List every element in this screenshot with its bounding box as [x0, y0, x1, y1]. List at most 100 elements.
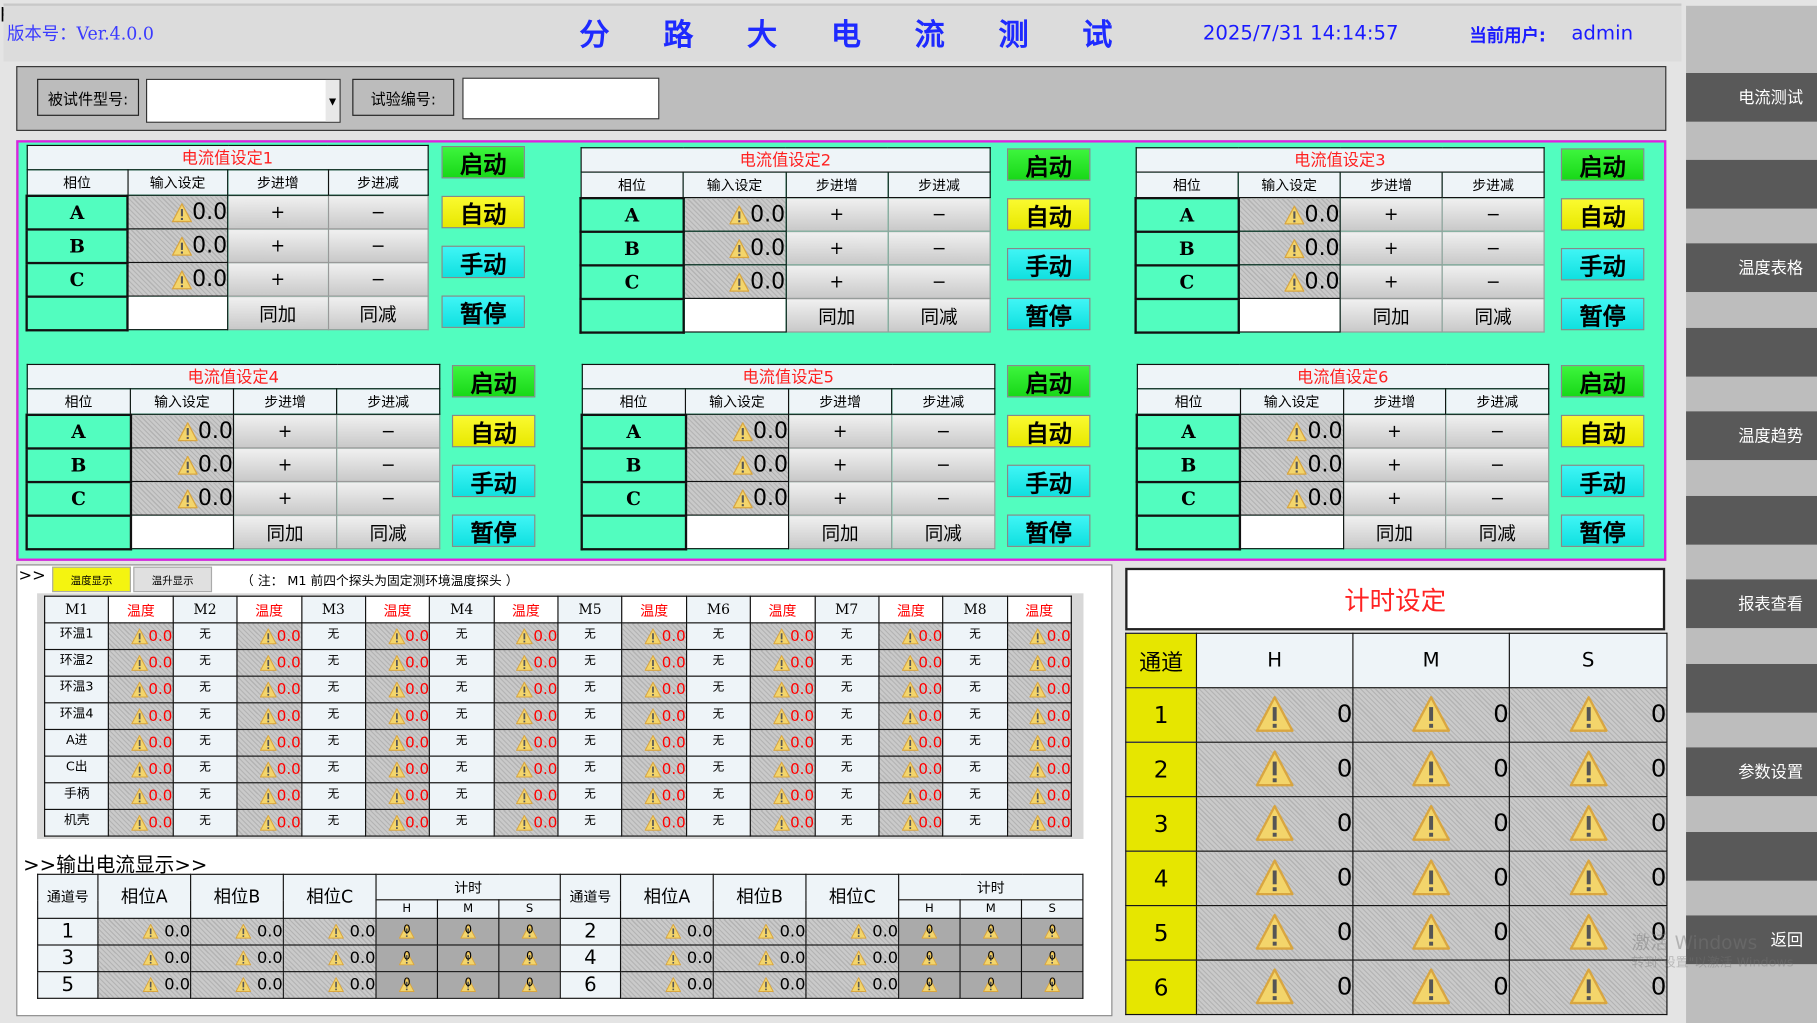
- timer-m-input[interactable]: 0: [1352, 796, 1510, 852]
- step-decrease-button[interactable]: −: [1441, 264, 1545, 299]
- step-decrease-button[interactable]: −: [1441, 230, 1545, 266]
- same-sub-button[interactable]: 同减: [1441, 297, 1545, 333]
- current-input[interactable]: 0.0: [126, 194, 229, 230]
- current-input[interactable]: 0.0: [126, 261, 229, 297]
- timer-s-input[interactable]: 0: [1508, 687, 1668, 743]
- current-input[interactable]: 0.0: [129, 480, 235, 516]
- current-input[interactable]: 0.0: [129, 447, 235, 483]
- sidebar-item-2[interactable]: 温度趋势: [1686, 411, 1817, 461]
- step-decrease-button[interactable]: −: [336, 447, 441, 483]
- current-input[interactable]: 0.0: [684, 480, 790, 516]
- extra-input[interactable]: [129, 514, 235, 550]
- current-input[interactable]: 0.0: [126, 228, 229, 264]
- tab-temperature[interactable]: 温度显示: [52, 566, 131, 593]
- step-increase-button[interactable]: +: [785, 230, 889, 266]
- model-select[interactable]: ▼: [146, 78, 341, 123]
- sidebar-blank-button[interactable]: [1686, 663, 1817, 713]
- same-sub-button[interactable]: 同减: [1445, 514, 1550, 550]
- step-increase-button[interactable]: +: [787, 413, 893, 449]
- step-increase-button[interactable]: +: [1342, 447, 1447, 483]
- extra-input[interactable]: [1237, 297, 1341, 333]
- current-input[interactable]: 0.0: [1239, 413, 1344, 449]
- sidebar-blank-button[interactable]: [1686, 159, 1817, 209]
- step-increase-button[interactable]: +: [787, 447, 893, 483]
- pause-button-2[interactable]: 暂停: [1006, 297, 1091, 331]
- extra-input[interactable]: [684, 514, 790, 550]
- sidebar-item-0[interactable]: 电流测试: [1686, 73, 1817, 122]
- step-increase-button[interactable]: +: [227, 228, 329, 264]
- timer-s-input[interactable]: 0: [1508, 959, 1668, 1016]
- current-input[interactable]: 0.0: [682, 230, 787, 266]
- sidebar-blank-button[interactable]: [1686, 327, 1817, 377]
- step-increase-button[interactable]: +: [1339, 196, 1443, 232]
- step-increase-button[interactable]: +: [227, 261, 329, 297]
- sidebar-blank-button[interactable]: [1686, 832, 1817, 881]
- step-decrease-button[interactable]: −: [336, 413, 441, 449]
- step-decrease-button[interactable]: −: [327, 261, 429, 297]
- same-sub-button[interactable]: 同减: [891, 514, 996, 550]
- step-decrease-button[interactable]: −: [891, 480, 996, 516]
- timer-h-input[interactable]: 0: [1195, 850, 1354, 907]
- step-increase-button[interactable]: +: [1339, 230, 1443, 266]
- pause-button-4[interactable]: 暂停: [451, 514, 536, 547]
- step-decrease-button[interactable]: −: [891, 413, 996, 449]
- auto-button-1[interactable]: 自动: [441, 195, 525, 229]
- step-increase-button[interactable]: +: [227, 194, 329, 230]
- step-increase-button[interactable]: +: [785, 196, 889, 232]
- timer-m-input[interactable]: 0: [1352, 687, 1510, 743]
- current-input[interactable]: 0.0: [684, 447, 790, 483]
- current-input[interactable]: 0.0: [1237, 264, 1341, 299]
- extra-input[interactable]: [682, 297, 787, 333]
- step-decrease-button[interactable]: −: [336, 480, 441, 516]
- current-input[interactable]: 0.0: [1237, 230, 1341, 266]
- manual-button-1[interactable]: 手动: [441, 245, 525, 279]
- step-increase-button[interactable]: +: [1339, 264, 1443, 299]
- pause-button-5[interactable]: 暂停: [1006, 514, 1091, 547]
- step-decrease-button[interactable]: −: [1445, 413, 1550, 449]
- same-add-button[interactable]: 同加: [1342, 514, 1447, 550]
- step-increase-button[interactable]: +: [232, 447, 338, 483]
- manual-button-5[interactable]: 手动: [1006, 464, 1091, 498]
- current-input[interactable]: 0.0: [1239, 480, 1344, 516]
- same-add-button[interactable]: 同加: [785, 297, 889, 333]
- auto-button-2[interactable]: 自动: [1006, 198, 1091, 231]
- sidebar-item-3[interactable]: 报表查看: [1686, 579, 1817, 629]
- step-increase-button[interactable]: +: [785, 264, 889, 299]
- timer-m-input[interactable]: 0: [1352, 905, 1510, 961]
- pause-button-3[interactable]: 暂停: [1560, 297, 1645, 331]
- manual-button-2[interactable]: 手动: [1006, 247, 1091, 281]
- start-button-5[interactable]: 启动: [1006, 365, 1091, 398]
- start-button-2[interactable]: 启动: [1006, 148, 1091, 181]
- timer-s-input[interactable]: 0: [1508, 850, 1668, 907]
- same-add-button[interactable]: 同加: [787, 514, 893, 550]
- current-input[interactable]: 0.0: [129, 413, 235, 449]
- auto-button-3[interactable]: 自动: [1560, 198, 1645, 231]
- timer-h-input[interactable]: 0: [1195, 905, 1354, 961]
- step-increase-button[interactable]: +: [787, 480, 893, 516]
- same-sub-button[interactable]: 同减: [887, 297, 991, 333]
- current-input[interactable]: 0.0: [682, 196, 787, 232]
- pause-button-6[interactable]: 暂停: [1560, 514, 1645, 547]
- same-add-button[interactable]: 同加: [232, 514, 338, 550]
- timer-s-input[interactable]: 0: [1508, 741, 1668, 798]
- step-decrease-button[interactable]: −: [327, 194, 429, 230]
- step-decrease-button[interactable]: −: [887, 230, 991, 266]
- sidebar-blank-button[interactable]: [1686, 495, 1817, 545]
- timer-s-input[interactable]: 0: [1508, 905, 1668, 961]
- extra-input[interactable]: [126, 295, 229, 331]
- step-decrease-button[interactable]: −: [887, 264, 991, 299]
- step-decrease-button[interactable]: −: [891, 447, 996, 483]
- timer-m-input[interactable]: 0: [1352, 959, 1510, 1016]
- step-decrease-button[interactable]: −: [887, 196, 991, 232]
- sidebar-item-5[interactable]: 返回: [1686, 915, 1817, 965]
- timer-h-input[interactable]: 0: [1195, 796, 1354, 852]
- start-button-3[interactable]: 启动: [1560, 148, 1645, 181]
- step-increase-button[interactable]: +: [1342, 413, 1447, 449]
- step-increase-button[interactable]: +: [232, 413, 338, 449]
- timer-h-input[interactable]: 0: [1195, 687, 1354, 743]
- step-decrease-button[interactable]: −: [1445, 447, 1550, 483]
- auto-button-6[interactable]: 自动: [1560, 414, 1645, 448]
- step-decrease-button[interactable]: −: [1441, 196, 1545, 232]
- step-decrease-button[interactable]: −: [327, 228, 429, 264]
- tab-temperature-rise[interactable]: 温升显示: [133, 566, 213, 593]
